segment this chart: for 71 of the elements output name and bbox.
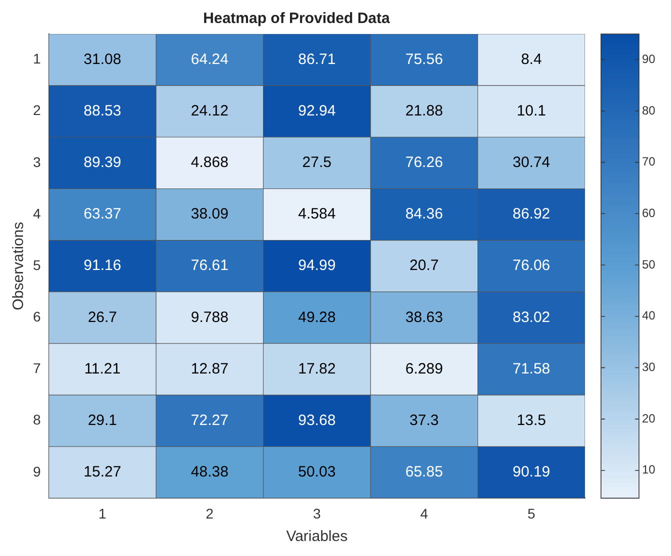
- data-label: 38.63: [405, 308, 443, 326]
- data-label: 63.37: [84, 206, 122, 223]
- color-bar-label: 40: [642, 308, 656, 323]
- data-label: 20.7: [410, 257, 439, 274]
- data-label: 4.584: [298, 206, 336, 223]
- data-label: 90.19: [512, 464, 550, 481]
- data-label: 72.27: [190, 412, 228, 429]
- y-axis-title: Observations: [10, 222, 28, 310]
- data-label: 15.27: [84, 464, 122, 481]
- x-tick-label: 5: [527, 505, 536, 522]
- data-label: 92.94: [298, 102, 336, 120]
- color-bar-label: 50: [642, 257, 656, 272]
- y-tick-label: 4: [32, 205, 41, 222]
- data-label: 11.21: [84, 360, 121, 378]
- color-bar-label: 80: [642, 103, 656, 118]
- data-label: 27.5: [302, 154, 332, 172]
- x-axis-title: Variables: [286, 528, 348, 546]
- data-label: 50.03: [298, 464, 336, 481]
- y-tick-label: 6: [32, 308, 41, 325]
- data-label: 17.82: [298, 360, 336, 378]
- data-label: 26.7: [88, 308, 118, 326]
- y-tick-label: 3: [32, 154, 41, 170]
- data-label: 86.71: [298, 50, 336, 68]
- data-label: 30.74: [512, 154, 550, 172]
- y-tick-label: 5: [32, 256, 41, 273]
- data-label: 10.1: [516, 102, 546, 120]
- data-label: 86.92: [512, 206, 550, 223]
- data-label: 29.1: [88, 412, 118, 429]
- data-label: 93.68: [298, 412, 336, 429]
- y-tick-label: 2: [32, 102, 41, 118]
- data-label: 37.3: [410, 412, 439, 429]
- color-bar-label: 10: [642, 462, 656, 477]
- data-label: 94.99: [298, 257, 336, 274]
- y-tick-label: 7: [32, 360, 41, 376]
- data-label: 4.868: [190, 154, 228, 172]
- data-label: 13.5: [516, 412, 546, 429]
- x-tick-label: 2: [206, 505, 214, 522]
- data-label: 75.56: [405, 50, 443, 68]
- data-label: 12.87: [190, 360, 228, 378]
- color-bar-label: 70: [642, 154, 656, 169]
- data-label: 84.36: [405, 206, 443, 223]
- data-label: 9.788: [190, 308, 228, 326]
- y-tick-label: 8: [32, 412, 41, 428]
- data-label: 65.85: [405, 464, 443, 481]
- y-tick-label: 1: [32, 50, 41, 67]
- data-label: 48.38: [190, 464, 228, 481]
- data-label: 76.26: [405, 154, 443, 172]
- data-label: 6.289: [405, 360, 443, 378]
- x-tick-label: 3: [312, 505, 321, 522]
- x-tick-label: 4: [420, 505, 428, 522]
- color-bar-label: 60: [642, 206, 656, 220]
- data-label: 89.39: [84, 154, 122, 172]
- data-label: 49.28: [298, 308, 336, 326]
- x-tick-label: 1: [98, 505, 107, 522]
- color-bar-label: 90: [642, 52, 656, 66]
- data-label: 88.53: [84, 102, 122, 120]
- data-label: 8.4: [520, 50, 542, 68]
- chart-title: Heatmap of Provided Data: [203, 10, 391, 28]
- color-bar-label: 30: [642, 360, 656, 374]
- data-label: 76.06: [512, 257, 550, 274]
- data-label: 21.88: [405, 102, 443, 120]
- data-label: 76.61: [190, 257, 228, 274]
- data-label: 71.58: [512, 360, 550, 378]
- data-label: 31.08: [84, 50, 122, 68]
- data-label: 64.24: [190, 50, 228, 68]
- data-label: 38.09: [190, 206, 228, 223]
- y-tick-label: 9: [32, 463, 41, 480]
- data-label: 91.16: [84, 257, 122, 274]
- color-bar-label: 20: [642, 411, 656, 426]
- data-label: 24.12: [190, 102, 228, 120]
- data-label: 83.02: [512, 308, 550, 326]
